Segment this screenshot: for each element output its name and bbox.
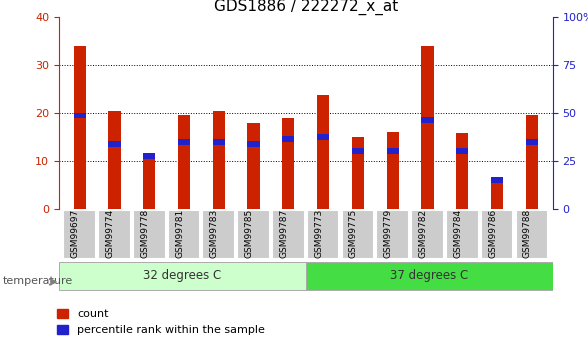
Bar	[387, 148, 399, 154]
FancyBboxPatch shape	[98, 210, 131, 259]
Text: GSM99785: GSM99785	[245, 209, 253, 258]
Text: GSM99788: GSM99788	[523, 209, 532, 258]
Bar	[456, 148, 469, 154]
Bar	[526, 115, 538, 209]
Text: 37 degrees C: 37 degrees C	[390, 269, 469, 282]
Bar	[387, 132, 399, 209]
FancyBboxPatch shape	[64, 210, 96, 259]
Bar	[352, 137, 364, 209]
Bar	[74, 112, 86, 118]
FancyBboxPatch shape	[168, 210, 201, 259]
FancyBboxPatch shape	[411, 210, 444, 259]
Text: GSM99773: GSM99773	[314, 209, 323, 258]
Bar	[491, 183, 503, 209]
Bar	[422, 46, 433, 209]
FancyBboxPatch shape	[307, 210, 339, 259]
Bar	[213, 139, 225, 145]
Text: GSM99783: GSM99783	[210, 209, 219, 258]
Bar	[248, 122, 260, 209]
Text: GSM99779: GSM99779	[384, 209, 393, 258]
Bar	[491, 177, 503, 183]
Text: GSM99784: GSM99784	[453, 209, 462, 258]
Text: GSM99782: GSM99782	[419, 209, 427, 258]
FancyBboxPatch shape	[446, 210, 479, 259]
Bar	[282, 118, 295, 209]
Text: GSM99786: GSM99786	[488, 209, 497, 258]
Bar	[317, 95, 329, 209]
Bar	[422, 117, 433, 123]
Bar	[317, 134, 329, 140]
FancyBboxPatch shape	[306, 262, 553, 290]
FancyBboxPatch shape	[376, 210, 409, 259]
Text: 32 degrees C: 32 degrees C	[143, 269, 222, 282]
Bar	[143, 153, 155, 159]
Bar	[108, 111, 121, 209]
FancyBboxPatch shape	[272, 210, 305, 259]
Bar	[178, 139, 190, 145]
FancyBboxPatch shape	[202, 210, 235, 259]
Bar	[282, 136, 295, 142]
Text: GSM99697: GSM99697	[71, 209, 79, 258]
Text: temperature: temperature	[3, 276, 73, 286]
FancyBboxPatch shape	[342, 210, 375, 259]
Bar	[74, 46, 86, 209]
Text: GSM99787: GSM99787	[279, 209, 288, 258]
Bar	[213, 111, 225, 209]
FancyBboxPatch shape	[59, 262, 306, 290]
FancyBboxPatch shape	[237, 210, 270, 259]
Bar	[248, 141, 260, 147]
Text: GSM99774: GSM99774	[105, 209, 115, 258]
Text: GSM99781: GSM99781	[175, 209, 184, 258]
Bar	[108, 141, 121, 147]
FancyBboxPatch shape	[133, 210, 166, 259]
Bar	[352, 148, 364, 154]
Bar	[456, 133, 469, 209]
Bar	[178, 115, 190, 209]
Title: GDS1886 / 222272_x_at: GDS1886 / 222272_x_at	[213, 0, 398, 14]
Bar	[526, 139, 538, 145]
Text: GSM99775: GSM99775	[349, 209, 358, 258]
FancyBboxPatch shape	[516, 210, 548, 259]
Bar	[143, 153, 155, 209]
Text: GSM99778: GSM99778	[140, 209, 149, 258]
Legend: count, percentile rank within the sample: count, percentile rank within the sample	[52, 304, 269, 339]
FancyBboxPatch shape	[481, 210, 513, 259]
